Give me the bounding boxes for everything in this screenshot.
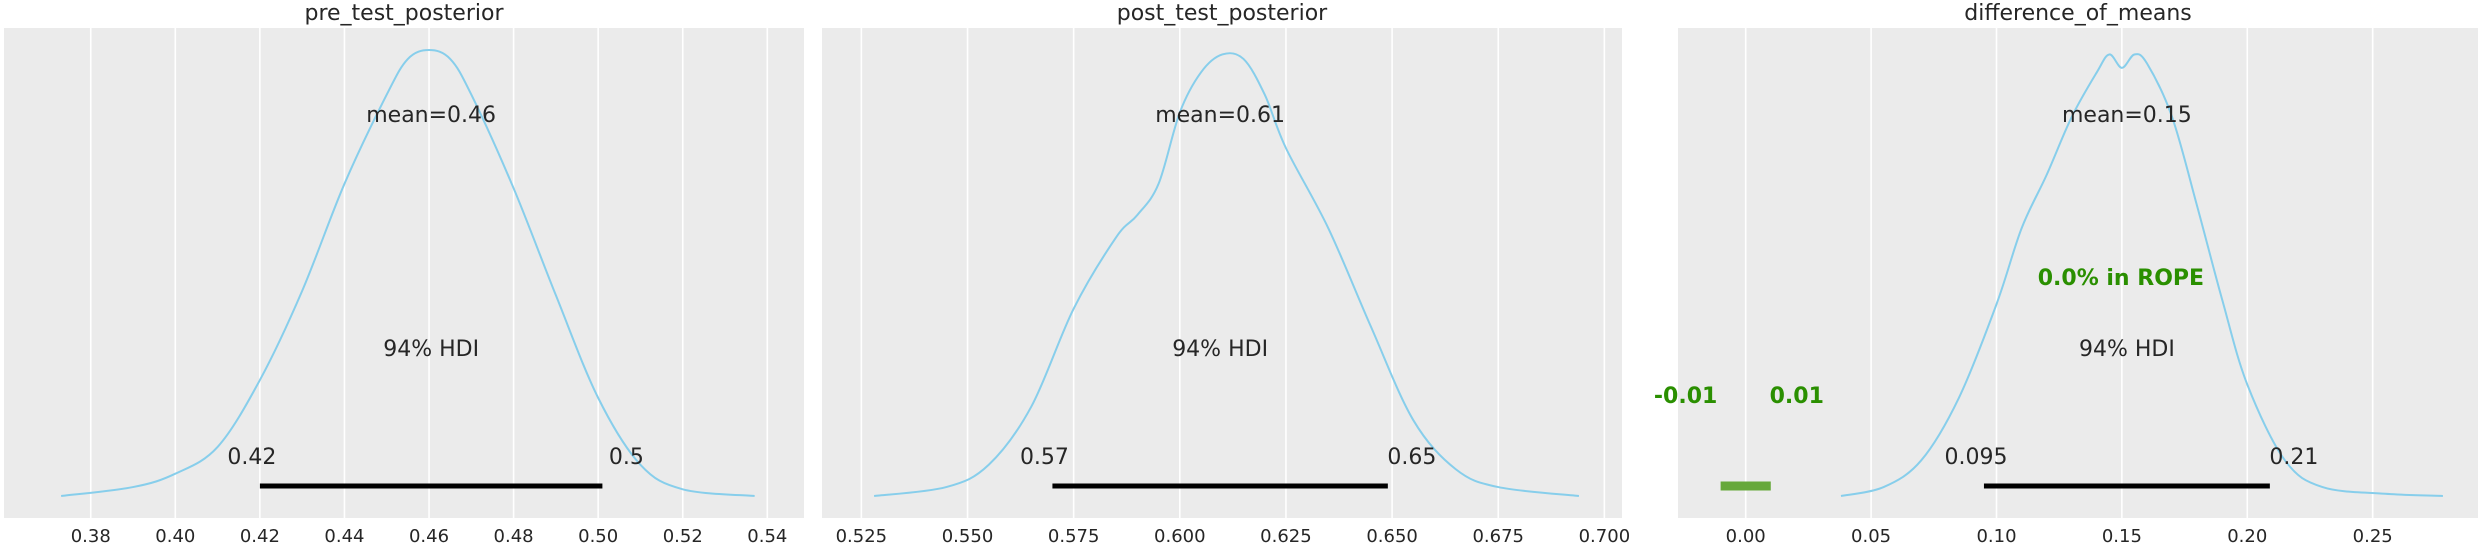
x-tick-label: 0.50 bbox=[578, 526, 618, 547]
x-tick-label: 0.25 bbox=[2353, 526, 2393, 547]
x-tick-label: 0.525 bbox=[836, 526, 888, 547]
x-tick-label: 0.42 bbox=[240, 526, 280, 547]
x-tick-label: 0.54 bbox=[747, 526, 787, 547]
x-tick-label: 0.550 bbox=[942, 526, 994, 547]
x-tick-label: 0.38 bbox=[71, 526, 111, 547]
x-tick-label: 0.52 bbox=[663, 526, 703, 547]
plot-background bbox=[4, 28, 804, 518]
x-tick-label: 0.40 bbox=[155, 526, 195, 547]
hdi-label: 94% HDI bbox=[2079, 337, 2175, 362]
hdi-low-label: 0.095 bbox=[1944, 445, 2007, 470]
hdi-high-label: 0.21 bbox=[2269, 445, 2318, 470]
x-tick-label: 0.20 bbox=[2227, 526, 2267, 547]
plot-background bbox=[1678, 28, 2478, 518]
x-tick-label: 0.700 bbox=[1579, 526, 1631, 547]
x-tick-label: 0.10 bbox=[1976, 526, 2016, 547]
hdi-low-label: 0.57 bbox=[1020, 445, 1069, 470]
hdi-low-label: 0.42 bbox=[227, 445, 276, 470]
x-tick-label: 0.46 bbox=[409, 526, 449, 547]
rope-percent-label: 0.0% in ROPE bbox=[2038, 266, 2204, 291]
x-tick-label: 0.625 bbox=[1260, 526, 1312, 547]
x-tick-label: 0.600 bbox=[1154, 526, 1206, 547]
chart-title: difference_of_means bbox=[1964, 1, 2192, 26]
mean-label: mean=0.46 bbox=[366, 103, 496, 128]
mean-label: mean=0.61 bbox=[1155, 103, 1285, 128]
x-tick-label: 0.575 bbox=[1048, 526, 1100, 547]
plot-background bbox=[822, 28, 1622, 518]
x-tick-label: 0.48 bbox=[494, 526, 534, 547]
x-tick-label: 0.05 bbox=[1851, 526, 1891, 547]
hdi-high-label: 0.65 bbox=[1387, 445, 1436, 470]
rope-low-label: -0.01 bbox=[1654, 384, 1717, 409]
rope-high-label: 0.01 bbox=[1770, 384, 1824, 409]
hdi-label: 94% HDI bbox=[383, 337, 479, 362]
hdi-high-label: 0.5 bbox=[609, 445, 644, 470]
x-tick-label: 0.00 bbox=[1726, 526, 1766, 547]
chart-title: post_test_posterior bbox=[1117, 1, 1328, 26]
x-tick-label: 0.44 bbox=[324, 526, 364, 547]
x-tick-label: 0.650 bbox=[1366, 526, 1418, 547]
kde-line bbox=[873, 52, 1580, 497]
kde-line bbox=[61, 48, 755, 497]
x-tick-label: 0.15 bbox=[2102, 526, 2142, 547]
kde-line bbox=[1840, 53, 2443, 497]
hdi-label: 94% HDI bbox=[1172, 337, 1268, 362]
x-tick-label: 0.675 bbox=[1472, 526, 1524, 547]
chart-title: pre_test_posterior bbox=[304, 1, 504, 26]
mean-label: mean=0.15 bbox=[2062, 103, 2192, 128]
